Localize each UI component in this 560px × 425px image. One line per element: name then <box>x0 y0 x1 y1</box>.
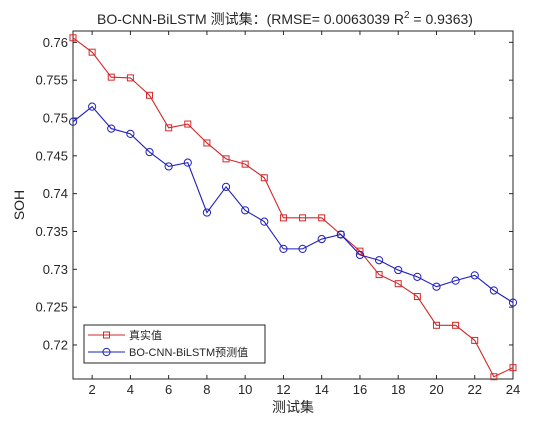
data-point <box>279 244 288 253</box>
data-point <box>183 158 192 167</box>
x-tick-label: 4 <box>127 382 134 397</box>
data-point <box>394 265 403 275</box>
y-tick-label: 0.75 <box>43 111 68 126</box>
x-tick-label: 8 <box>203 382 210 397</box>
x-tick-label: 22 <box>468 382 482 397</box>
data-point <box>508 298 518 307</box>
data-point <box>241 160 249 168</box>
series-layer <box>68 34 518 381</box>
data-point <box>471 336 479 344</box>
data-point <box>470 271 479 280</box>
x-tick-label: 16 <box>353 382 367 397</box>
data-point <box>490 373 498 381</box>
data-point <box>432 321 440 329</box>
y-tick-label: 0.745 <box>35 148 68 163</box>
chart-title-suffix: = 0.9363) <box>410 11 473 27</box>
legend-box <box>83 324 266 364</box>
data-point <box>298 244 307 253</box>
x-tick-label: 18 <box>391 382 405 397</box>
y-tick-label: 0.74 <box>43 186 68 201</box>
data-point <box>126 74 134 82</box>
data-point <box>317 234 326 244</box>
data-point <box>221 182 231 191</box>
legend-entries: 真实值 BO-CNN-BiLSTM预测值 <box>88 328 248 359</box>
x-tick-label: 6 <box>165 382 172 397</box>
data-point <box>451 276 460 285</box>
data-point <box>107 124 116 133</box>
data-point <box>260 217 269 226</box>
x-axis-ticks: 2 4 6 8 10 12 14 16 18 20 22 24 <box>89 31 520 397</box>
y-tick-label: 0.73 <box>43 262 68 277</box>
data-point <box>413 293 421 301</box>
data-point <box>88 48 96 56</box>
y-tick-label: 0.735 <box>35 224 68 239</box>
chart-title-superscript: 2 <box>404 10 410 21</box>
chart-title-main: BO-CNN-BiLSTM 测试集：(RMSE= 0.0063039 R <box>97 11 404 27</box>
data-point <box>452 321 460 329</box>
data-point <box>241 206 250 215</box>
legend-marker <box>102 347 111 357</box>
series-1 <box>69 34 517 381</box>
series-2 <box>68 102 518 307</box>
data-point <box>184 120 192 128</box>
data-point <box>299 214 307 222</box>
data-point <box>394 280 402 288</box>
x-tick-label: 24 <box>506 382 520 397</box>
data-point <box>337 231 345 239</box>
data-point <box>145 147 154 157</box>
data-point <box>88 102 97 111</box>
legend-entry: 真实值 <box>88 328 162 342</box>
legend: 真实值 BO-CNN-BiLSTM预测值 <box>83 324 266 364</box>
x-tick-label: 20 <box>429 382 443 397</box>
data-point <box>222 155 230 163</box>
chart-title: BO-CNN-BiLSTM 测试集：(RMSE= 0.0063039 R2 = … <box>97 10 473 27</box>
y-tick-label: 0.72 <box>43 337 68 352</box>
y-tick-label: 0.76 <box>43 35 68 50</box>
data-point <box>509 364 517 372</box>
x-axis-label: 测试集 <box>272 399 314 415</box>
data-point <box>165 124 173 132</box>
legend-label: 真实值 <box>129 328 162 342</box>
data-point <box>202 208 212 217</box>
legend-entry: BO-CNN-BiLSTM预测值 <box>88 346 248 359</box>
y-tick-label: 0.725 <box>35 300 68 315</box>
data-point <box>126 129 135 138</box>
data-point <box>146 91 154 99</box>
data-point <box>260 174 268 182</box>
data-point <box>318 214 326 222</box>
x-tick-label: 12 <box>276 382 290 397</box>
data-point <box>375 271 383 279</box>
data-point <box>68 117 78 126</box>
y-tick-label: 0.755 <box>35 73 68 88</box>
x-tick-label: 10 <box>238 382 252 397</box>
data-point <box>432 282 441 291</box>
data-point <box>374 256 384 265</box>
data-point <box>355 250 365 260</box>
data-point <box>279 214 287 222</box>
data-point <box>107 73 115 81</box>
data-point <box>69 34 77 42</box>
legend-label: BO-CNN-BiLSTM预测值 <box>129 346 248 359</box>
y-axis-ticks: 0.72 0.725 0.73 0.735 0.74 0.745 0.75 0.755 0.76 <box>35 35 513 352</box>
data-point <box>336 230 345 239</box>
y-axis-label: SOH <box>11 190 27 220</box>
x-tick-label: 2 <box>89 382 96 397</box>
data-point <box>413 272 422 281</box>
data-point <box>489 286 498 295</box>
plot-area <box>72 30 514 380</box>
data-point <box>164 162 173 171</box>
legend-marker <box>103 331 110 339</box>
x-tick-label: 14 <box>314 382 328 397</box>
data-point <box>203 139 211 147</box>
